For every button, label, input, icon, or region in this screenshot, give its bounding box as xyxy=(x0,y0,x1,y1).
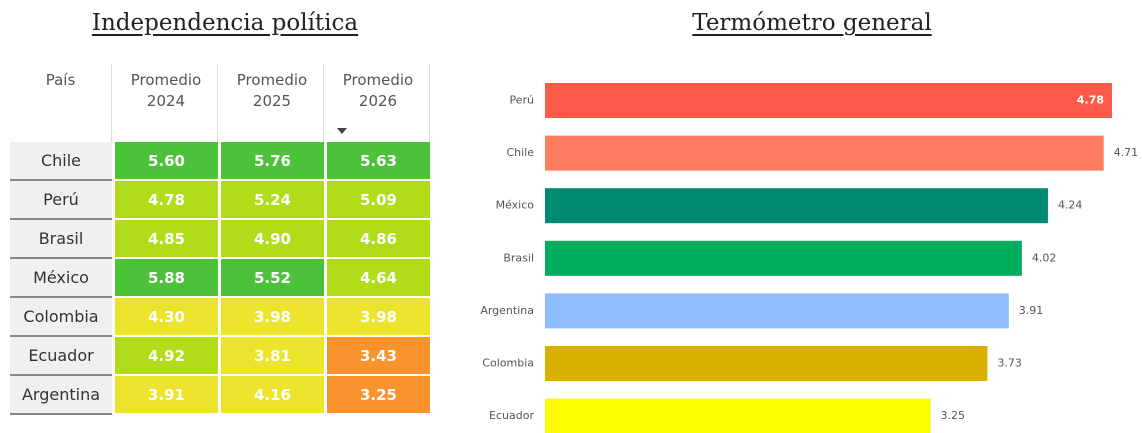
table-row: Colombia 4.30 3.98 3.98 xyxy=(10,298,430,337)
category-label: Chile xyxy=(506,146,534,159)
category-label: México xyxy=(496,199,535,212)
value-cell: 4.16 xyxy=(221,376,324,415)
column-header-text: País xyxy=(45,71,76,89)
table: País Promedio 2024 Promedio 2025 Promedio 2… xyxy=(7,64,433,415)
bar xyxy=(545,83,1112,118)
table-row: Brasil 4.85 4.90 4.86 xyxy=(10,220,430,259)
value-label: 3.73 xyxy=(997,357,1022,370)
country-cell: Colombia xyxy=(10,298,112,337)
bar xyxy=(545,240,1022,276)
value-cell: 3.81 xyxy=(221,337,324,376)
country-cell: Argentina xyxy=(10,376,112,415)
country-cell: Perú xyxy=(10,181,112,220)
value-cell: 5.09 xyxy=(327,181,430,220)
value-cell: 4.85 xyxy=(115,220,218,259)
column-header-text: Promedio 2026 xyxy=(342,71,414,110)
value-label: 3.25 xyxy=(941,409,966,422)
value-label: 4.71 xyxy=(1114,146,1139,159)
value-cell: 5.24 xyxy=(221,181,324,220)
table-row: México 5.88 5.52 4.64 xyxy=(10,259,430,298)
column-header: Promedio 2024 xyxy=(115,64,218,142)
value-label: 4.02 xyxy=(1032,251,1057,264)
chart: Perú 4.78 Chile 4.71 México 4.24 Brasil 4.02 Arg… xyxy=(480,83,1139,433)
value-cell: 5.63 xyxy=(327,142,430,181)
value-cell: 5.60 xyxy=(115,142,218,181)
value-cell: 5.76 xyxy=(221,142,324,181)
value-cell: 3.91 xyxy=(115,376,218,415)
value-cell: 3.98 xyxy=(221,298,324,337)
column-header-text: Promedio 2024 xyxy=(130,71,202,110)
category-label: Colombia xyxy=(482,357,534,370)
table-row: Ecuador 4.92 3.81 3.43 xyxy=(10,337,430,376)
value-cell: 4.64 xyxy=(327,259,430,298)
value-cell: 4.86 xyxy=(327,220,430,259)
column-header-text: Promedio 2025 xyxy=(236,71,308,110)
value-label: 4.24 xyxy=(1058,199,1083,212)
value-label: 3.91 xyxy=(1019,304,1044,317)
value-cell: 5.88 xyxy=(115,259,218,298)
value-cell: 3.43 xyxy=(327,337,430,376)
column-header: País xyxy=(10,64,112,142)
bar xyxy=(545,293,1009,329)
category-label: Argentina xyxy=(480,304,534,317)
sort-arrow xyxy=(337,128,347,134)
bar xyxy=(545,398,931,433)
column-header: Promedio 2025 xyxy=(221,64,324,142)
bar xyxy=(545,346,988,381)
value-cell: 5.52 xyxy=(221,259,324,298)
value-cell: 3.25 xyxy=(327,376,430,415)
value-cell: 4.92 xyxy=(115,337,218,376)
country-cell: Chile xyxy=(10,142,112,181)
value-cell: 4.90 xyxy=(221,220,324,259)
country-cell: Ecuador xyxy=(10,337,112,376)
category-label: Perú xyxy=(509,94,534,107)
value-cell: 4.78 xyxy=(115,181,218,220)
bar xyxy=(545,188,1048,224)
value-cell: 4.30 xyxy=(115,298,218,337)
header-row: País Promedio 2024 Promedio 2025 Promedio 2… xyxy=(10,64,430,142)
bar xyxy=(545,135,1104,171)
value-label: 4.78 xyxy=(1077,94,1104,107)
value-cell: 3.98 xyxy=(327,298,430,337)
table-row: Perú 4.78 5.24 5.09 xyxy=(10,181,430,220)
chart-title: Termómetro general xyxy=(692,10,932,36)
table-row: Argentina 3.91 4.16 3.25 xyxy=(10,376,430,415)
table-title: Independencia política xyxy=(91,10,359,36)
column-header: Promedio 2026 xyxy=(327,64,430,142)
category-label: Brasil xyxy=(503,251,534,264)
country-cell: México xyxy=(10,259,112,298)
table-row: Chile 5.60 5.76 5.63 xyxy=(10,142,430,181)
country-cell: Brasil xyxy=(10,220,112,259)
category-label: Ecuador xyxy=(489,409,534,422)
